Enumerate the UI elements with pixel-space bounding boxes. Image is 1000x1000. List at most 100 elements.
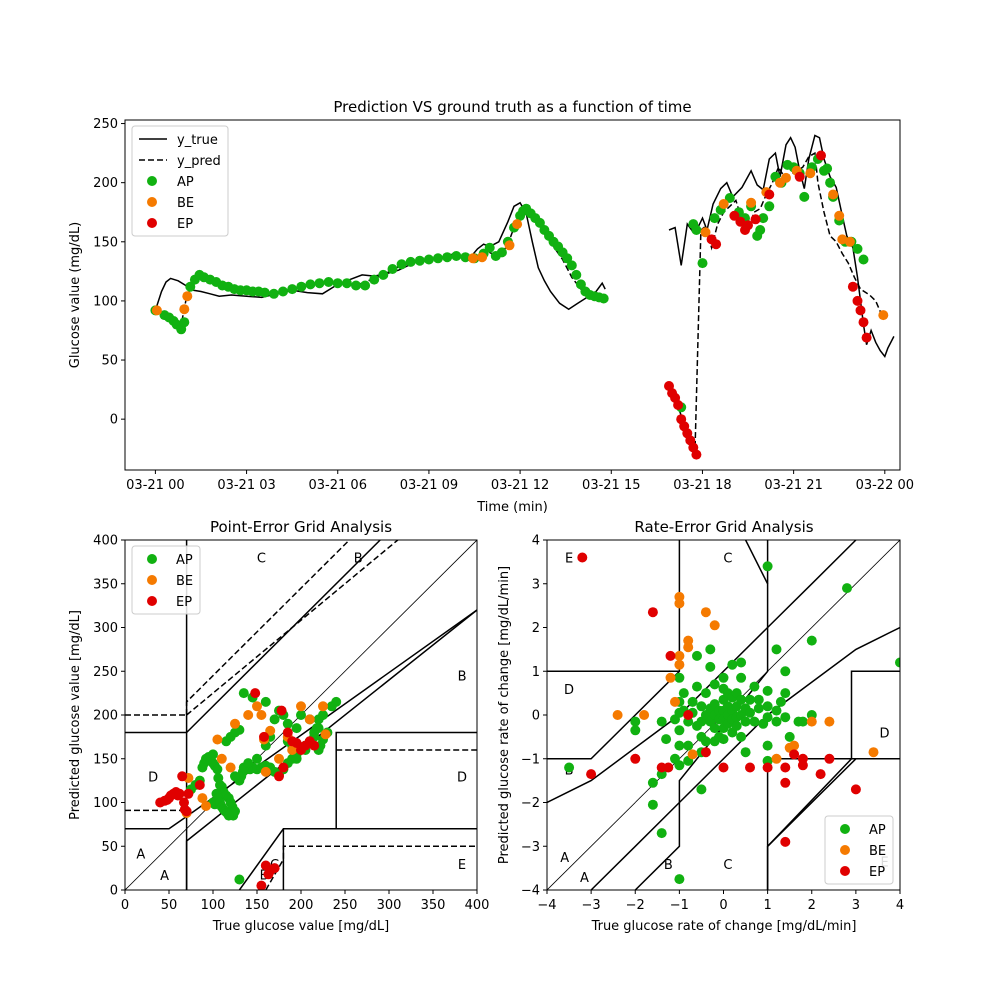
zone-boundary-line [125, 609, 477, 830]
be-point [709, 620, 720, 631]
point-error-grid-x-tick-label: 300 [377, 898, 402, 913]
ap-point [727, 659, 738, 670]
legend-be-label: BE [176, 574, 193, 589]
be-point [824, 716, 835, 727]
ap-point [571, 269, 582, 280]
point-error-grid-xlabel: True glucose value [mg/dL] [212, 919, 389, 934]
ap-point [674, 740, 685, 751]
ap-point [562, 253, 573, 264]
zone-label: C [723, 552, 732, 567]
ap-point [179, 317, 190, 328]
ap-point [223, 810, 234, 821]
be-point [700, 607, 711, 618]
time-series-y-tick-label: 250 [93, 117, 118, 132]
ap-point [630, 725, 641, 736]
legend-ep-label: EP [176, 595, 192, 610]
ap-point [287, 284, 298, 295]
be-point [274, 753, 284, 764]
ap-point [185, 281, 196, 292]
ep-point [780, 836, 791, 847]
zone-label: D [564, 683, 574, 698]
rate-error-grid-x-tick-label: 3 [852, 898, 860, 913]
ap-point [360, 280, 371, 291]
zone-boundary-line [185, 540, 350, 715]
ap-point [423, 254, 434, 265]
rate-error-grid-y-tick-label: −3 [521, 840, 540, 855]
zone-label: E [565, 552, 573, 567]
ep-point [269, 863, 280, 874]
ap-point [208, 749, 218, 760]
legend-ap-label: AP [177, 175, 194, 190]
be-point [806, 716, 817, 727]
legend-ep-label: EP [177, 217, 193, 232]
be-point [746, 197, 757, 208]
zone-boundary-line [186, 540, 381, 734]
ap-point [243, 758, 254, 769]
be-point [512, 219, 523, 230]
time-series-x-tick-label: 03-21 09 [400, 478, 458, 493]
rate-error-grid-plot-area: AABBCCDDEE [547, 540, 900, 890]
point-error-grid-y-tick-label: 350 [93, 577, 118, 592]
ap-point [697, 258, 708, 269]
ap-point [234, 874, 245, 885]
ap-point [598, 293, 609, 304]
ap-point [709, 213, 720, 224]
zone-boundary-line [767, 670, 900, 847]
ep-point [780, 777, 791, 788]
rate-error-grid-x-tick-label: 2 [808, 898, 816, 913]
ap-point [799, 191, 810, 202]
zone-label: C [723, 858, 732, 873]
point-error-grid-y-tick-label: 100 [93, 796, 118, 811]
be-point [260, 766, 271, 777]
ap-point [282, 718, 293, 729]
legend-ap-marker [147, 554, 157, 564]
ap-point [534, 217, 545, 228]
time-series-y-tick-label: 0 [110, 413, 118, 428]
ap-point [369, 274, 380, 285]
ap-point [696, 784, 707, 795]
be-point [197, 793, 208, 804]
rate-error-grid-panel: Rate-Error Grid Analysis AABBCCDDEE −4−3… [497, 518, 904, 934]
ap-point [825, 177, 836, 188]
zone-label: B [458, 670, 467, 685]
zone-label: A [136, 847, 145, 862]
ap-point [564, 762, 575, 773]
legend-be-label: BE [869, 844, 886, 859]
zone-label: B [354, 552, 363, 567]
point-error-grid-y-tick-label: 50 [101, 840, 118, 855]
ap-point [442, 252, 453, 263]
zone-label: A [160, 869, 169, 884]
zone-label: A [580, 871, 589, 886]
ep-point [683, 710, 694, 720]
ap-point [268, 288, 279, 299]
ep-point [177, 771, 188, 782]
time-series-y-tick-label: 100 [93, 294, 118, 309]
rate-error-grid-x-tick-label: 1 [763, 898, 771, 913]
legend-ap-label: AP [869, 823, 886, 838]
ep-point [764, 189, 775, 200]
rate-error-grid-y-tick-label: 1 [532, 665, 540, 680]
ap-point [740, 747, 751, 758]
ep-point [815, 769, 826, 780]
time-series-x-tick-label: 03-21 06 [309, 478, 367, 493]
be-point [670, 696, 680, 707]
ep-point [852, 295, 863, 306]
time-series-y-tick-label: 50 [101, 354, 118, 369]
time-series-x-tick-label: 03-21 00 [126, 478, 184, 493]
zone-boundary-line [547, 540, 857, 804]
legend-be-marker [147, 197, 157, 207]
ap-point [278, 286, 288, 297]
ep-point [647, 607, 658, 618]
ap-point [705, 644, 716, 655]
legend-ap-marker [147, 176, 157, 186]
ap-point [678, 688, 689, 699]
time-series-legend: y_true y_pred AP BE EP [131, 125, 229, 237]
ap-point [736, 657, 747, 668]
ap-point [852, 243, 863, 254]
point-error-grid-y-tick-label: 250 [93, 665, 118, 680]
ep-point [274, 771, 284, 782]
ep-point [665, 650, 676, 661]
ap-point [858, 254, 869, 265]
ap-point [656, 828, 667, 839]
legend-be-label: BE [177, 196, 194, 211]
